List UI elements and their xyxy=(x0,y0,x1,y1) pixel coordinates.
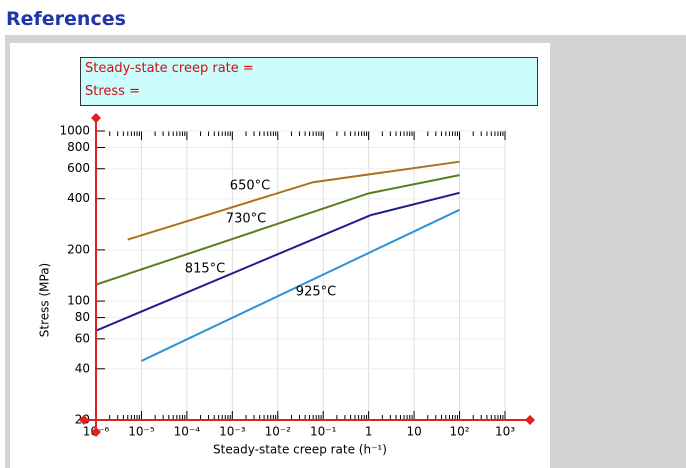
x-axis-title: Steady-state creep rate (h⁻¹) xyxy=(213,443,387,457)
x-tick-label: 10⁻³ xyxy=(219,425,246,439)
field-label[interactable]: Stress = xyxy=(85,84,140,99)
series-line xyxy=(127,160,460,241)
y-tick-label: 600 xyxy=(67,161,90,175)
x-tick-label: 10⁻¹ xyxy=(310,425,337,439)
y-tick-label: 400 xyxy=(67,191,90,205)
series-label: 815°C xyxy=(185,262,225,277)
series-label: 730°C xyxy=(226,212,266,227)
axis-handle xyxy=(525,415,535,425)
heading: References xyxy=(6,8,126,30)
series-line xyxy=(141,208,460,362)
axis-handle xyxy=(79,415,89,425)
x-tick-label: 10² xyxy=(450,425,470,439)
x-tick-label: 10 xyxy=(406,425,421,439)
x-tick-label: 10⁻⁴ xyxy=(174,425,201,439)
input-panel: Steady-state creep rate = Stress = xyxy=(80,57,538,106)
axis-handle xyxy=(91,427,101,437)
y-tick-label: 80 xyxy=(75,310,90,324)
series-label: 650°C xyxy=(230,179,270,194)
series-line xyxy=(95,191,460,332)
x-tick-label: 10⁻² xyxy=(265,425,292,439)
axis-handle xyxy=(91,113,101,123)
y-tick-label: 1000 xyxy=(59,124,90,138)
field-label[interactable]: Steady-state creep rate = xyxy=(85,61,254,76)
x-tick-label: 10³ xyxy=(495,425,515,439)
y-tick-label: 40 xyxy=(75,361,90,375)
y-tick-label: 60 xyxy=(75,331,90,345)
y-tick-label: 800 xyxy=(67,140,90,154)
y-tick-label: 100 xyxy=(67,294,90,308)
y-tick-label: 200 xyxy=(67,242,90,256)
y-axis-title: Stress (MPa) xyxy=(38,263,52,337)
x-tick-label: 10⁻⁵ xyxy=(128,425,155,439)
series-label: 925°C xyxy=(296,285,336,300)
x-tick-label: 1 xyxy=(365,425,373,439)
plot-frame xyxy=(95,130,506,421)
series-line xyxy=(95,174,460,286)
